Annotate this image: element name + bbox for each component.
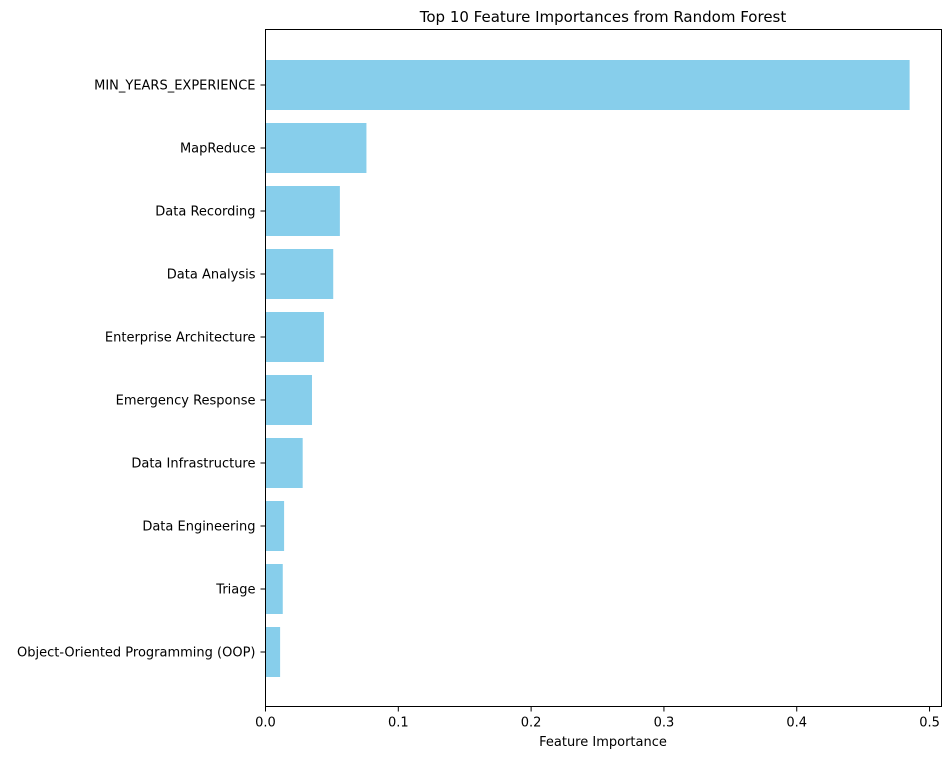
bar-6 — [265, 438, 303, 488]
bar-9 — [265, 627, 281, 677]
bar-2 — [265, 186, 340, 236]
x-tick-label-1: 0.1 — [388, 716, 409, 731]
bar-3 — [265, 249, 334, 299]
x-axis-title: Feature Importance — [539, 735, 667, 750]
x-tick-label-5: 0.5 — [919, 716, 940, 731]
bar-1 — [265, 123, 367, 173]
y-tick-label-7: Data Engineering — [142, 520, 255, 535]
x-tick-label-0: 0.0 — [255, 716, 276, 731]
y-tick-label-6: Data Infrastructure — [131, 457, 255, 472]
y-tick-label-5: Emergency Response — [116, 394, 256, 409]
y-tick-label-2: Data Recording — [155, 205, 255, 220]
y-tick-label-1: MapReduce — [180, 142, 256, 157]
x-tick-label-4: 0.4 — [786, 716, 807, 731]
bar-0 — [265, 60, 910, 110]
chart-title: Top 10 Feature Importances from Random F… — [419, 8, 787, 26]
y-axis: MIN_YEARS_EXPERIENCE MapReduce Data Record… — [17, 79, 266, 661]
x-tick-label-2: 0.2 — [521, 716, 542, 731]
x-axis: 0.0 0.1 0.2 0.3 0.4 0.5 — [255, 706, 940, 731]
y-tick-label-4: Enterprise Architecture — [105, 331, 256, 346]
y-tick-label-8: Triage — [215, 583, 255, 598]
plot-frame — [265, 29, 942, 707]
y-tick-label-3: Data Analysis — [167, 268, 256, 283]
y-tick-label-0: MIN_YEARS_EXPERIENCE — [94, 79, 255, 94]
x-tick-label-3: 0.3 — [654, 716, 675, 731]
bar-5 — [265, 375, 312, 425]
bars-group — [265, 60, 910, 677]
bar-4 — [265, 312, 324, 362]
y-tick-label-9: Object-Oriented Programming (OOP) — [17, 646, 256, 661]
bar-7 — [265, 501, 285, 551]
bar-8 — [265, 564, 283, 614]
